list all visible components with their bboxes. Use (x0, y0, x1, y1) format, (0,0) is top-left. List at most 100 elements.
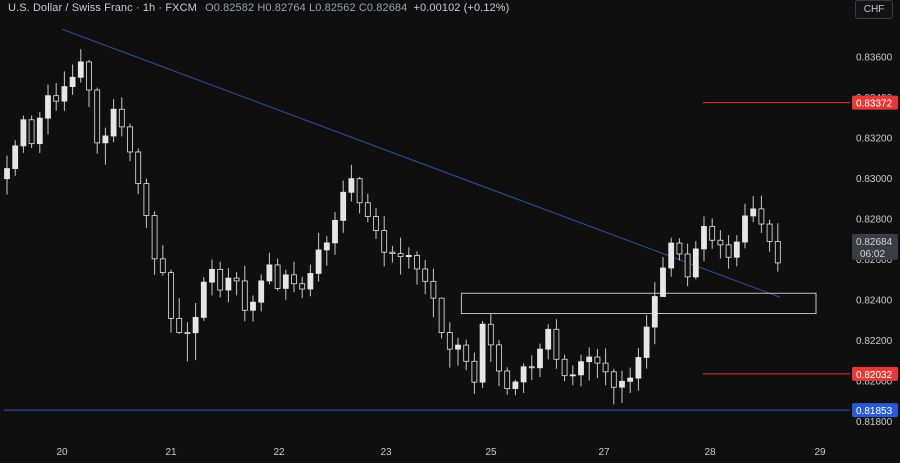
candle (348, 164, 355, 202)
time-tick-label: 20 (56, 447, 68, 458)
candle (561, 354, 568, 382)
candle (28, 115, 35, 149)
candle-body (356, 178, 363, 204)
candle (4, 155, 10, 195)
candle (45, 84, 51, 135)
candle-body (668, 242, 675, 269)
candle-body (586, 356, 593, 363)
price-tag-box (852, 403, 898, 418)
candle (701, 216, 707, 262)
price-tick-label: 0.81800 (856, 417, 893, 428)
candle (12, 140, 19, 176)
candle (725, 235, 732, 269)
price-tick-label: 0.83000 (856, 174, 893, 185)
candle-body (561, 358, 568, 377)
candle (225, 268, 232, 303)
candle-body (250, 301, 256, 311)
candle-body (266, 264, 273, 282)
candle-body (12, 145, 19, 169)
candle (102, 127, 109, 165)
candle-body (340, 191, 347, 221)
time-tick-label: 22 (273, 447, 285, 458)
time-tick-label: 29 (814, 447, 826, 458)
candle (414, 251, 420, 285)
candle (586, 347, 593, 381)
candle-body (733, 241, 740, 258)
candle (282, 269, 289, 300)
candle-body (537, 348, 543, 369)
candle (643, 315, 650, 369)
candle (250, 295, 256, 322)
candle-body (438, 297, 445, 333)
candle-body (86, 61, 92, 91)
candle-body (274, 264, 281, 289)
countdown-label: 06:02 (860, 249, 885, 260)
last-price-box (852, 233, 898, 260)
candle (299, 276, 306, 299)
candle-body (651, 296, 658, 328)
candle-body (635, 357, 642, 379)
time-tick-label: 27 (598, 447, 610, 458)
candle (520, 363, 527, 393)
price-tick-label: 0.83600 (856, 52, 893, 63)
candle (364, 193, 371, 223)
candle-body (397, 253, 404, 258)
price-tick-label: 0.82800 (856, 214, 893, 225)
candle (619, 370, 625, 403)
price-tick-label: 0.82400 (856, 295, 893, 306)
candle-body (774, 241, 781, 264)
candle (266, 252, 273, 285)
candle (569, 365, 576, 386)
time-axis[interactable]: 20 21 22 23 25 27 28 29 (56, 447, 826, 458)
candle (192, 302, 199, 361)
candle (86, 60, 92, 108)
candle (692, 241, 699, 280)
price-tag-label: 0.81853 (856, 406, 893, 417)
candle-body (348, 178, 355, 193)
candle-body (381, 230, 388, 253)
price-axis[interactable]: 0.836000.834000.832000.830000.828000.826… (856, 52, 893, 427)
candle-body (512, 381, 519, 390)
candle-body (692, 248, 699, 278)
price-tag-label: 0.82032 (856, 370, 893, 381)
open-value: O0.82582 (205, 2, 255, 14)
candle-body (118, 108, 125, 128)
time-tick-label: 28 (704, 447, 716, 458)
candle-body (45, 95, 51, 119)
candle (135, 148, 142, 195)
candle (446, 322, 453, 368)
candle-body (102, 135, 109, 144)
candle (168, 269, 174, 333)
candle (151, 211, 158, 275)
candle (774, 223, 781, 272)
candle (487, 314, 494, 362)
candle-body (110, 108, 117, 137)
candle (471, 352, 478, 394)
candle-body (725, 244, 732, 258)
candle-body (307, 273, 314, 290)
candle (766, 219, 773, 252)
candle (512, 379, 519, 396)
candle-body (282, 274, 289, 289)
resistance-price-tag: 0.83372 (852, 95, 898, 110)
currency-button[interactable]: CHF (855, 0, 893, 19)
trendline (61, 28, 781, 298)
candle-body (209, 268, 215, 283)
candle (430, 268, 437, 318)
candle-body (389, 251, 396, 254)
price-tag-box (852, 366, 898, 381)
supply-demand-zone (460, 292, 817, 315)
candle-body (299, 283, 306, 290)
candle-body (455, 344, 461, 350)
candle-body (594, 356, 601, 364)
candle (323, 236, 330, 266)
symbol-title[interactable]: U.S. Dollar / Swiss Franc · 1h · FXCM (8, 2, 197, 14)
candle-body (758, 208, 765, 225)
candle-body (504, 370, 511, 390)
candle (463, 339, 470, 371)
candle-body (291, 274, 297, 285)
candle-body (717, 239, 724, 246)
candle-body (619, 380, 625, 388)
